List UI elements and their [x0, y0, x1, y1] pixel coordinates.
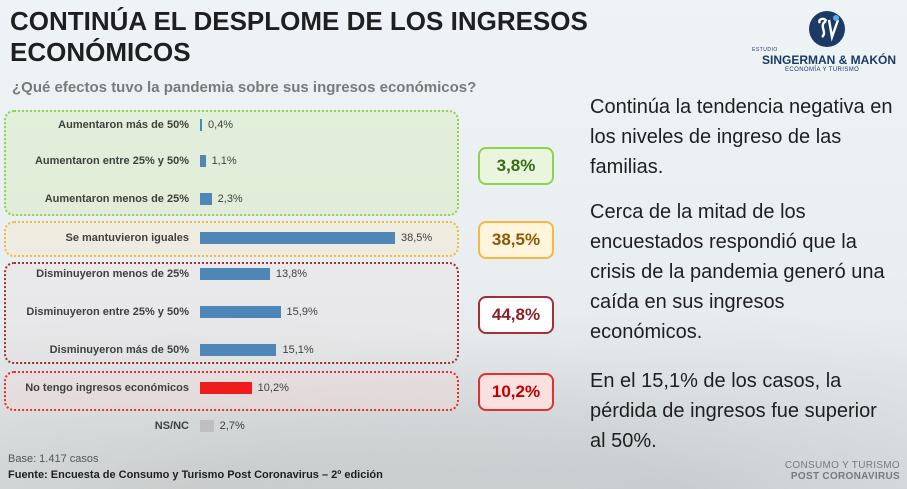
- category-label: Disminuyeron entre 25% y 50%: [26, 306, 189, 318]
- data-label: 15,1%: [282, 344, 314, 356]
- group-total-badge-aumentaron: 3,8%: [478, 147, 554, 185]
- category-label: No tengo ingresos económicos: [25, 382, 189, 394]
- bar: [200, 382, 252, 394]
- page-title: CONTINÚA EL DESPLOME DE LOS INGRESOS ECO…: [10, 6, 588, 67]
- data-label: 13,8%: [275, 268, 308, 280]
- category-label: Aumentaron más de 50%: [58, 119, 189, 131]
- brand-logo: ESTUDIO SINGERMAN & MAKÓN ECONOMÍA Y TUR…: [752, 10, 902, 73]
- group-total-badge-disminuyeron: 44,8%: [478, 296, 554, 334]
- source-note: Fuente: Encuesta de Consumo y Turismo Po…: [8, 469, 383, 481]
- chart-question: ¿Qué efectos tuvo la pandemia sobre sus …: [12, 79, 477, 96]
- footer-brand-line1: CONSUMO Y TURISMO: [784, 460, 900, 471]
- category-label: Aumentaron menos de 25%: [44, 193, 189, 205]
- bar: [200, 193, 212, 205]
- category-label: Se mantuvieron iguales: [65, 232, 189, 244]
- paragraph-mitad: Cerca de la mitad de los encuestados res…: [590, 201, 885, 343]
- category-label: Disminuyeron más de 50%: [49, 344, 189, 356]
- bar: [200, 344, 277, 356]
- sample-base: Base: 1.417 casos: [8, 453, 99, 465]
- logo-tagline: ECONOMÍA Y TURISMO: [785, 67, 860, 73]
- category-label: NS/NC: [154, 420, 189, 432]
- data-label: 2,3%: [217, 193, 243, 205]
- category-label: Disminuyeron menos de 25%: [36, 268, 189, 280]
- paragraph-perdida: En el 15,1% de los casos, la pérdida de …: [590, 370, 877, 452]
- bar: [200, 306, 281, 318]
- group-total-badge-iguales: 38,5%: [478, 221, 554, 259]
- group-total-badge-sin-ingresos: 10,2%: [478, 373, 554, 411]
- bar: [200, 155, 206, 167]
- bar: [200, 232, 395, 244]
- data-label: 1,1%: [211, 155, 237, 167]
- data-label: 15,9%: [286, 306, 318, 318]
- bar: [200, 268, 270, 280]
- bar: [200, 119, 203, 131]
- logo-mark-icon: [808, 10, 846, 48]
- logo-estudio: ESTUDIO: [752, 47, 778, 53]
- group-box-aumentaron: [4, 110, 459, 216]
- data-label: 10,2%: [257, 382, 289, 394]
- data-label: 38,5%: [401, 232, 433, 244]
- footer-brand: CONSUMO Y TURISMO POST CORONAVIRUS: [770, 460, 900, 482]
- footer-brand-line2: POST CORONAVIRUS: [790, 471, 900, 482]
- data-label: 2,7%: [219, 420, 245, 432]
- logo-name: SINGERMAN & MAKÓN: [762, 53, 896, 67]
- bar: [200, 420, 214, 432]
- paragraph-tendencia: Continúa la tendencia negativa en los ni…: [590, 96, 893, 178]
- data-label: 0,4%: [208, 119, 234, 131]
- category-label: Aumentaron entre 25% y 50%: [34, 155, 189, 167]
